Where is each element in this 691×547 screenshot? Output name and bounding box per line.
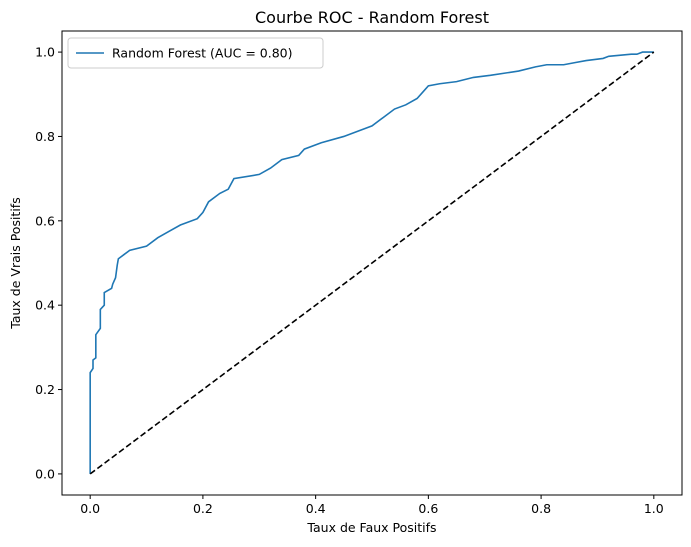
diagonal-reference-line (89, 51, 655, 475)
x-tick-label: 1.0 (644, 501, 664, 516)
y-tick-label: 0.0 (35, 466, 55, 481)
plot-frame (61, 30, 683, 496)
y-tick-label: 0.4 (35, 298, 55, 313)
y-axis: 0.0 0.2 0.4 0.6 0.8 1.0 (35, 45, 62, 481)
x-tick-label: 0.8 (531, 501, 551, 516)
legend: Random Forest (AUC = 0.80) (67, 37, 324, 69)
y-tick-label: 0.8 (35, 129, 55, 144)
legend-label-random-forest: Random Forest (AUC = 0.80) (112, 46, 293, 61)
y-axis-label: Taux de Vrais Positifs (8, 197, 23, 329)
plot-area (89, 51, 655, 475)
chart-title: Courbe ROC - Random Forest (255, 8, 489, 27)
x-tick-label: 0.6 (418, 501, 438, 516)
x-axis-label: Taux de Faux Positifs (306, 520, 436, 535)
series-line-random-forest (89, 51, 654, 474)
y-tick-label: 0.2 (35, 382, 55, 397)
x-tick-label: 0.4 (306, 501, 326, 516)
x-tick-label: 0.0 (80, 501, 100, 516)
x-tick-label: 0.2 (193, 501, 213, 516)
legend-box (67, 37, 324, 69)
y-tick-label: 1.0 (35, 45, 55, 60)
x-axis: 0.0 0.2 0.4 0.6 0.8 1.0 (80, 495, 664, 516)
y-tick-label: 0.6 (35, 213, 55, 228)
